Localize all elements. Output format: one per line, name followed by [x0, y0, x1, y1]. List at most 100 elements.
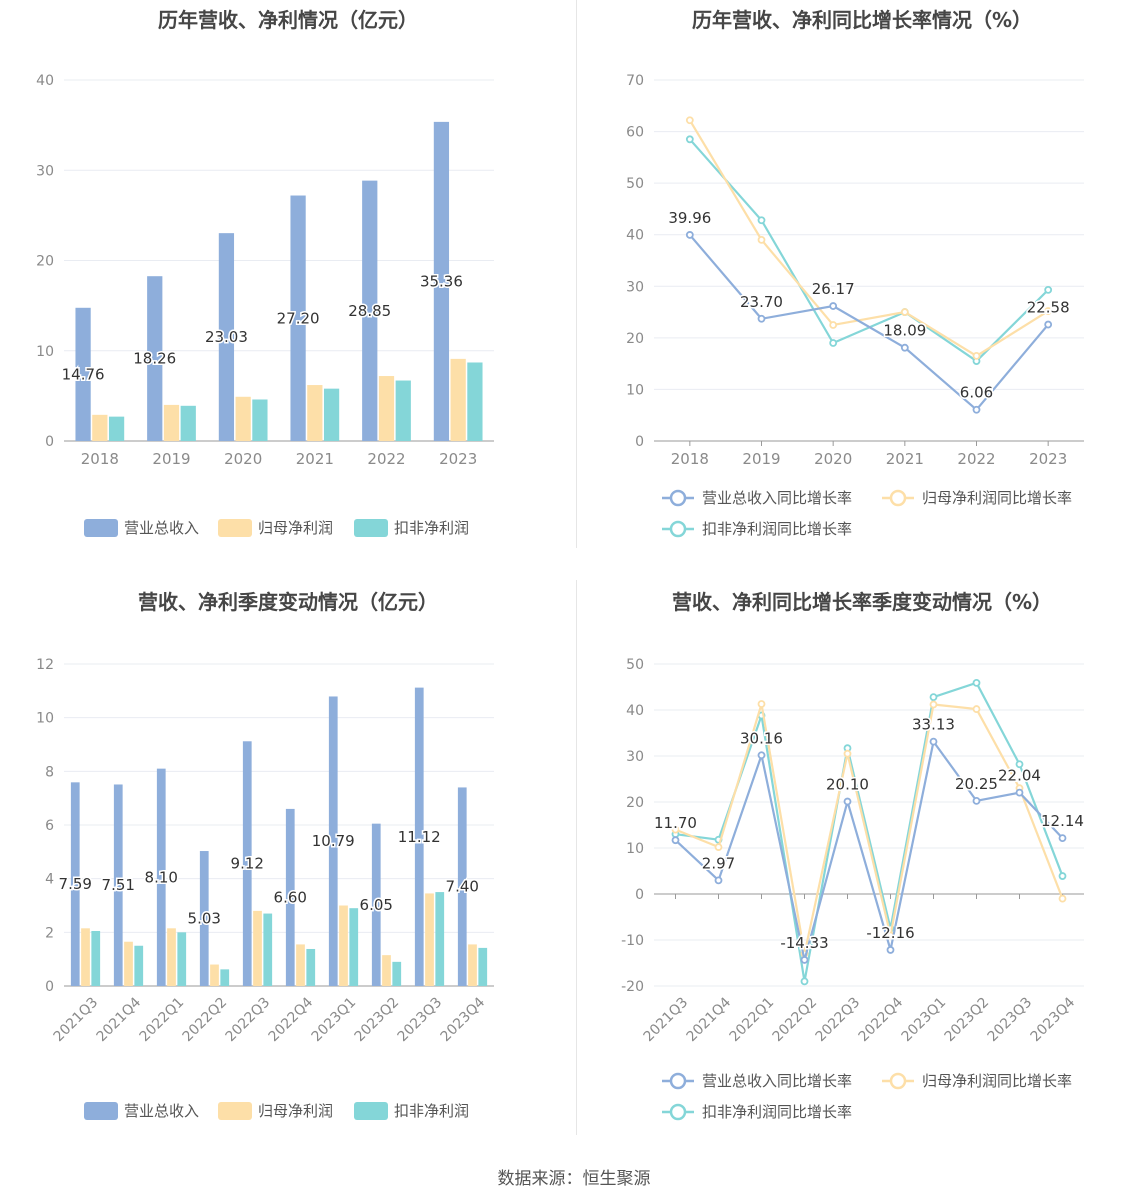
legend-marker [669, 489, 687, 507]
y-tick-label: 30 [626, 749, 644, 765]
bar-deducted-profit [306, 948, 316, 986]
legend-label: 扣非净利润 [394, 1102, 469, 1120]
bar-deducted-profit [478, 947, 488, 986]
legend-label: 扣非净利润 [394, 519, 469, 537]
y-tick-label: 20 [626, 331, 644, 347]
y-tick-label: 70 [626, 73, 644, 89]
data-point [972, 405, 981, 414]
data-point [1044, 320, 1053, 329]
data-label: -12.16 [866, 924, 914, 942]
x-tick-label: 2022Q3 [813, 994, 864, 1045]
legend-label: 扣非净利润同比增长率 [702, 520, 852, 538]
legend-item: 归母净利润 [218, 519, 333, 537]
annual-growth-rate-chart: 历年营收、净利同比增长率情况（%） 0 10 20 30 40 50 60 70 2018 201… [576, 0, 1148, 560]
bar-revenue [414, 687, 424, 986]
bar-revenue [75, 307, 91, 441]
data-point [829, 302, 838, 310]
legend-item: 归母净利润同比增长率 [882, 489, 1072, 507]
x-tick-label: 2019 [742, 450, 780, 468]
data-label: 10.79 [312, 832, 355, 850]
panel-divider-bottom [576, 580, 577, 1135]
data-label: 6.06 [960, 384, 993, 402]
data-point [714, 876, 723, 885]
y-tick-label: 0 [45, 434, 54, 450]
x-tick-label: 2021 [886, 450, 924, 468]
bar-deducted-profit [180, 405, 196, 441]
series-line [674, 738, 1064, 961]
data-label: 22.58 [1027, 299, 1070, 317]
y-tick-label: 10 [626, 382, 644, 398]
bar-revenue [113, 784, 123, 986]
legend-label: 营业总收入 [124, 1102, 199, 1120]
bar-net-profit [163, 404, 180, 441]
bar-net-profit [92, 414, 108, 441]
legend-label: 扣非净利润同比增长率 [702, 1103, 852, 1121]
data-point [685, 231, 694, 239]
legend-item: 营业总收入 [84, 519, 199, 537]
y-tick-label: 8 [45, 764, 54, 780]
legend-item: 扣非净利润同比增长率 [662, 520, 852, 538]
bar-deducted-profit [252, 399, 268, 441]
legend-marker [669, 1072, 687, 1090]
legend-marker [669, 1103, 687, 1121]
data-point [1044, 285, 1053, 294]
data-label: 7.40 [446, 878, 479, 896]
legend-swatch [84, 519, 118, 537]
data-label: 20.25 [955, 775, 998, 793]
bar-net-profit [253, 910, 262, 986]
legend-label: 归母净利润 [258, 1102, 333, 1120]
x-tick-label: 2021Q4 [684, 994, 735, 1045]
bar-net-profit [210, 964, 219, 986]
data-point [1058, 894, 1067, 903]
legend-label: 归母净利润同比增长率 [922, 489, 1072, 507]
data-point [900, 308, 909, 316]
x-tick-label: 2023Q2 [352, 994, 403, 1045]
legend-item: 营业总收入同比增长率 [662, 1072, 852, 1090]
x-tick-label: 2021Q3 [51, 994, 102, 1045]
legend-label: 营业总收入同比增长率 [702, 1072, 852, 1090]
data-label: 23.70 [740, 293, 783, 311]
legend-item: 扣非净利润 [354, 519, 469, 537]
data-point [929, 737, 938, 746]
data-point [671, 825, 680, 834]
bar-deducted-profit [349, 908, 359, 986]
y-tick-label: 6 [45, 818, 54, 834]
bar-deducted-profit [392, 961, 402, 986]
x-tick-label: 2022Q1 [137, 994, 188, 1045]
data-point [972, 705, 981, 713]
y-tick-label: 30 [626, 279, 644, 295]
data-point [843, 797, 852, 806]
data-label: 7.51 [102, 876, 135, 894]
data-label: 33.13 [912, 716, 955, 734]
bar-net-profit [167, 928, 176, 986]
x-tick-label: 2022Q1 [727, 994, 778, 1045]
data-point [685, 116, 694, 125]
bar-deducted-profit [435, 892, 445, 986]
y-tick-label: 40 [626, 703, 644, 719]
data-label: 35.36 [420, 272, 463, 290]
data-point [900, 343, 909, 352]
legend-swatch [354, 1102, 388, 1120]
chart-title: 营收、净利季度变动情况（亿元） [138, 590, 438, 614]
x-tick-label: 2023Q1 [899, 994, 950, 1045]
y-tick-label: 20 [36, 254, 54, 270]
y-tick-label: 0 [635, 434, 644, 450]
x-tick-label: 2022Q2 [180, 994, 231, 1045]
data-label: 18.26 [133, 350, 176, 368]
data-source-note: 数据来源：恒生聚源 [497, 1169, 651, 1189]
bar-net-profit [339, 905, 348, 986]
data-point [929, 693, 938, 702]
data-point [757, 216, 766, 225]
x-tick-label: 2019 [152, 450, 190, 468]
x-tick-label: 2022 [957, 450, 995, 468]
x-tick-label: 2023 [1029, 450, 1067, 468]
data-label: 11.70 [654, 814, 697, 832]
data-point [829, 339, 838, 347]
series-line [688, 119, 1049, 358]
bar-revenue [328, 696, 338, 986]
legend-marker [889, 489, 907, 507]
data-point [886, 946, 895, 954]
legend-marker [669, 520, 687, 538]
chart-canvas: 0 10 20 30 40 2018 2019 2020 2021 2022 2023 14.76 18… [36, 73, 494, 537]
y-tick-label: 40 [626, 228, 644, 244]
